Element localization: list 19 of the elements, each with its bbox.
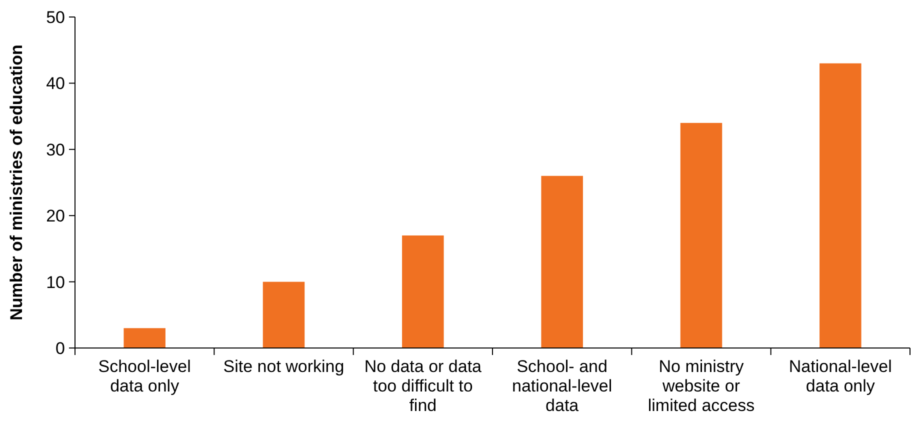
y-axis-title: Number of ministries of education (7, 44, 26, 320)
y-tick-label: 30 (46, 140, 65, 160)
x-tick-label: National-level data only (788, 357, 892, 396)
y-tick-label: 20 (46, 206, 65, 226)
bar (820, 63, 862, 348)
x-tick-label: School- and national-level data (512, 357, 612, 416)
bar (402, 235, 444, 348)
x-tick-label: School-level data only (98, 357, 191, 396)
y-tick-label: 40 (46, 74, 65, 94)
x-tick-label: No ministry website or limited access (648, 357, 755, 416)
y-tick-label: 50 (46, 8, 65, 27)
bar (680, 122, 722, 348)
y-tick-label: 0 (56, 338, 65, 358)
bar (541, 176, 583, 348)
x-tick-label: Site not working (223, 357, 344, 376)
bar (124, 328, 166, 348)
y-tick-label: 10 (46, 272, 65, 292)
x-tick-label: No data or data too difficult to find (364, 357, 482, 416)
bar (262, 282, 305, 348)
